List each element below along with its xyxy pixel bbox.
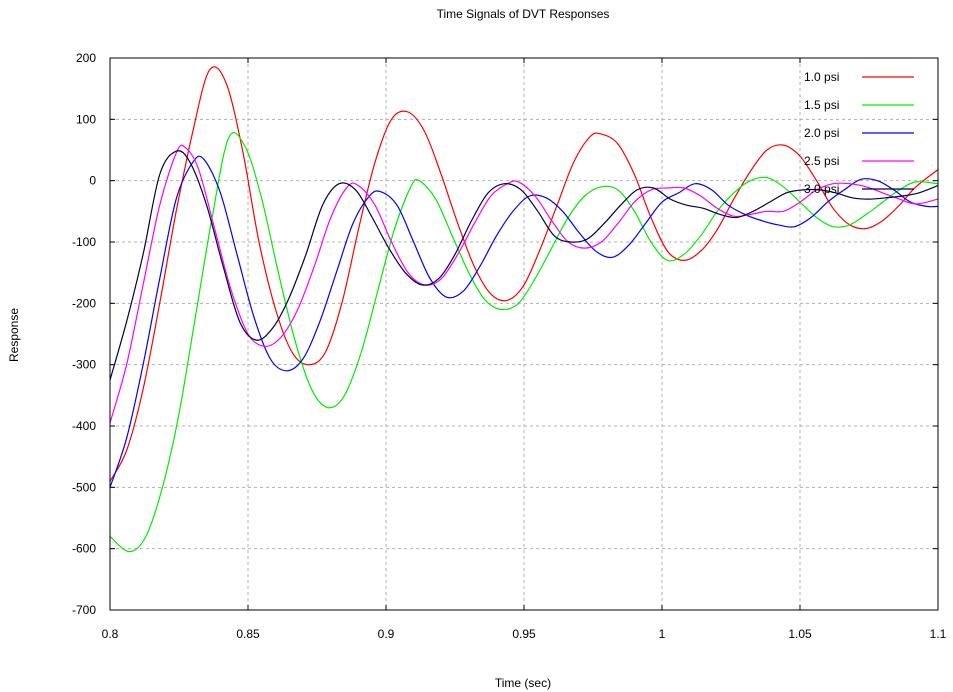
- x-tick-label: 0.8: [102, 627, 119, 641]
- series-line-1-5-psi: [109, 132, 939, 553]
- y-tick-label: -600: [72, 542, 96, 556]
- y-tick-label: -700: [72, 603, 96, 617]
- series-line-2-5-psi: [109, 144, 939, 424]
- y-tick-label: 100: [76, 112, 96, 126]
- series-layer: [109, 66, 939, 553]
- y-tick-label: -100: [72, 235, 96, 249]
- y-tick-label: -400: [72, 419, 96, 433]
- legend-label-2-5-psi: 2.5 psi: [804, 154, 839, 168]
- y-tick-label: -200: [72, 296, 96, 310]
- legend-label-2-0-psi: 2.0 psi: [804, 126, 839, 140]
- y-tick-label: 200: [76, 51, 96, 65]
- chart-title: Time Signals of DVT Responses: [437, 7, 610, 21]
- grid: [110, 58, 938, 610]
- series-line-3-0-psi: [109, 150, 939, 381]
- x-axis-label: Time (sec): [495, 676, 551, 690]
- legend-label-1-0-psi: 1.0 psi: [804, 70, 839, 84]
- x-tick-label: 1: [659, 627, 666, 641]
- legend-label-1-5-psi: 1.5 psi: [804, 98, 839, 112]
- y-tick-label: -500: [72, 480, 96, 494]
- x-tick-label: 1.05: [788, 627, 812, 641]
- legend: 1.0 psi 1.5 psi 2.0 psi 2.5 psi 3.0 psi: [804, 70, 914, 196]
- y-tick-label: 0: [89, 174, 96, 188]
- series-line-2-0-psi: [109, 155, 939, 488]
- x-tick-label: 0.85: [236, 627, 260, 641]
- axis-ticks: 200 100 0 -100 -200 -300 -400 -500 -600 -700 0.8 0.…: [72, 51, 947, 641]
- y-tick-label: -300: [72, 358, 96, 372]
- x-tick-label: 1.1: [930, 627, 947, 641]
- y-axis-label: Response: [7, 308, 21, 362]
- x-tick-label: 0.9: [378, 627, 395, 641]
- legend-label-3-0-psi: 3.0 psi: [804, 182, 839, 196]
- x-tick-label: 0.95: [512, 627, 536, 641]
